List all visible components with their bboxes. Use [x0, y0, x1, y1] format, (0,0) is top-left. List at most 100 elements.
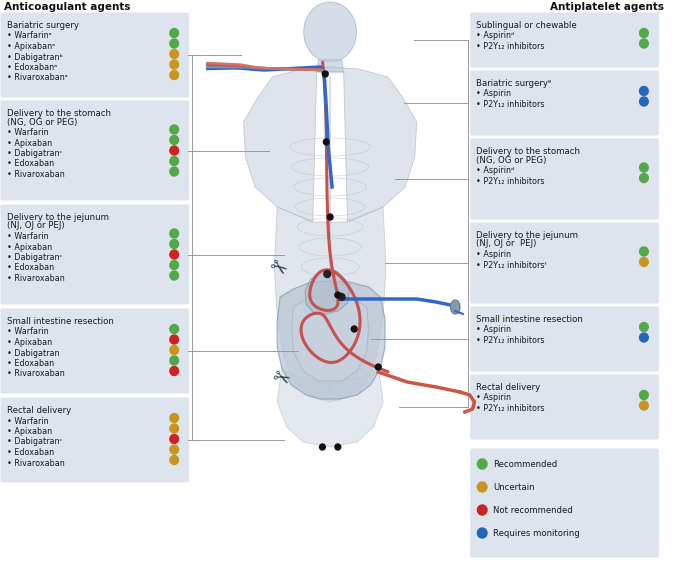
Circle shape — [170, 136, 179, 145]
Text: • Apixabanᵃ: • Apixabanᵃ — [7, 42, 55, 51]
Circle shape — [170, 239, 179, 248]
Circle shape — [319, 444, 325, 450]
Text: • Aspirinᵈ: • Aspirinᵈ — [477, 32, 514, 40]
Circle shape — [327, 214, 333, 220]
Text: • Dabigatranᶜ: • Dabigatranᶜ — [7, 438, 62, 446]
FancyBboxPatch shape — [470, 448, 659, 557]
Text: • P2Y₁₂ inhibitors: • P2Y₁₂ inhibitors — [477, 100, 545, 109]
Polygon shape — [292, 295, 369, 381]
Text: • Aspirin: • Aspirin — [477, 250, 512, 259]
Text: • Apixaban: • Apixaban — [7, 243, 52, 252]
Text: • Aspirinᵈ: • Aspirinᵈ — [477, 166, 514, 175]
FancyBboxPatch shape — [1, 12, 189, 98]
Circle shape — [324, 270, 331, 277]
Circle shape — [375, 364, 381, 370]
Text: • Rivaroxabanᵃ: • Rivaroxabanᵃ — [7, 74, 68, 83]
Text: • Aspirin: • Aspirin — [477, 325, 512, 335]
Text: • Aspirin: • Aspirin — [477, 393, 512, 403]
Text: Rectal delivery: Rectal delivery — [7, 406, 71, 415]
Text: • Warfarin: • Warfarin — [7, 128, 49, 137]
Polygon shape — [277, 281, 385, 399]
Circle shape — [170, 229, 179, 238]
Text: (NJ, OJ or PEJ): (NJ, OJ or PEJ) — [7, 222, 64, 231]
Circle shape — [170, 335, 179, 344]
Text: ✂: ✂ — [268, 366, 292, 392]
Circle shape — [170, 260, 179, 269]
Text: • Warfarin: • Warfarin — [7, 417, 49, 425]
Text: Recommended: Recommended — [493, 460, 557, 469]
Circle shape — [170, 413, 179, 422]
Text: • Rivaroxaban: • Rivaroxaban — [7, 274, 64, 283]
Text: • Edoxabanᵃ: • Edoxabanᵃ — [7, 63, 57, 72]
Text: • Apixaban: • Apixaban — [7, 138, 52, 147]
Circle shape — [170, 250, 179, 259]
FancyBboxPatch shape — [470, 138, 659, 219]
Circle shape — [170, 146, 179, 155]
Polygon shape — [277, 367, 383, 447]
Polygon shape — [243, 67, 416, 222]
Circle shape — [170, 125, 179, 134]
Circle shape — [323, 139, 329, 145]
Text: • Aspirin: • Aspirin — [477, 90, 512, 99]
Text: ✂: ✂ — [264, 256, 290, 282]
Circle shape — [640, 333, 648, 342]
Circle shape — [170, 445, 179, 454]
Text: • Apixaban: • Apixaban — [7, 338, 52, 347]
Circle shape — [170, 434, 179, 443]
Circle shape — [170, 424, 179, 433]
Polygon shape — [274, 207, 386, 402]
Text: Bariatric surgery: Bariatric surgery — [7, 21, 79, 30]
Text: Delivery to the stomach: Delivery to the stomach — [7, 109, 111, 118]
Text: • Dabigatranᶜ: • Dabigatranᶜ — [7, 149, 62, 158]
Circle shape — [477, 482, 487, 492]
Circle shape — [170, 49, 179, 58]
Circle shape — [335, 444, 340, 450]
Text: • P2Y₁₂ inhibitors: • P2Y₁₂ inhibitors — [477, 42, 545, 51]
Circle shape — [640, 174, 648, 183]
Text: (NG, OG or PEG): (NG, OG or PEG) — [7, 117, 77, 126]
Text: Sublingual or chewable: Sublingual or chewable — [477, 21, 577, 30]
Text: Bariatric surgeryᵉ: Bariatric surgeryᵉ — [477, 79, 552, 88]
Text: Requires monitoring: Requires monitoring — [493, 529, 580, 538]
Circle shape — [170, 70, 179, 79]
Circle shape — [640, 247, 648, 256]
FancyBboxPatch shape — [470, 307, 659, 371]
Text: Rectal delivery: Rectal delivery — [477, 383, 540, 392]
Circle shape — [170, 271, 179, 280]
Text: • Warfarin: • Warfarin — [7, 328, 49, 336]
Circle shape — [170, 39, 179, 48]
Circle shape — [640, 87, 648, 95]
Circle shape — [170, 455, 179, 464]
Text: (NJ, OJ or  PEJ): (NJ, OJ or PEJ) — [477, 239, 537, 248]
Circle shape — [335, 292, 340, 298]
Circle shape — [170, 345, 179, 354]
Text: • Rivaroxaban: • Rivaroxaban — [7, 459, 64, 468]
Text: Not recommended: Not recommended — [493, 506, 573, 515]
Circle shape — [338, 294, 345, 301]
Text: • Rivaroxaban: • Rivaroxaban — [7, 170, 64, 179]
Circle shape — [640, 28, 648, 37]
Circle shape — [640, 163, 648, 172]
FancyBboxPatch shape — [470, 70, 659, 136]
Text: • Edoxaban: • Edoxaban — [7, 264, 54, 273]
FancyBboxPatch shape — [1, 100, 189, 201]
FancyBboxPatch shape — [1, 397, 189, 483]
FancyBboxPatch shape — [1, 308, 189, 393]
Ellipse shape — [303, 2, 357, 62]
Text: • P2Y₁₂ inhibitors: • P2Y₁₂ inhibitors — [477, 404, 545, 413]
Circle shape — [170, 28, 179, 37]
Circle shape — [640, 257, 648, 266]
Text: • Edoxaban: • Edoxaban — [7, 359, 54, 368]
Ellipse shape — [451, 300, 460, 314]
Circle shape — [477, 459, 487, 469]
Text: Delivery to the jejunum: Delivery to the jejunum — [7, 213, 109, 222]
Circle shape — [351, 326, 357, 332]
Text: Small intestine resection: Small intestine resection — [477, 315, 584, 324]
Text: • Edoxaban: • Edoxaban — [7, 159, 54, 168]
Circle shape — [170, 167, 179, 176]
Text: • P2Y₁₂ inhibitorsᶠ: • P2Y₁₂ inhibitorsᶠ — [477, 260, 547, 269]
Circle shape — [170, 356, 179, 365]
Text: • Dabigatranᵇ: • Dabigatranᵇ — [7, 53, 63, 61]
Text: Antiplatelet agents: Antiplatelet agents — [549, 2, 664, 12]
Text: • Dabigatranᶜ: • Dabigatranᶜ — [7, 253, 62, 262]
